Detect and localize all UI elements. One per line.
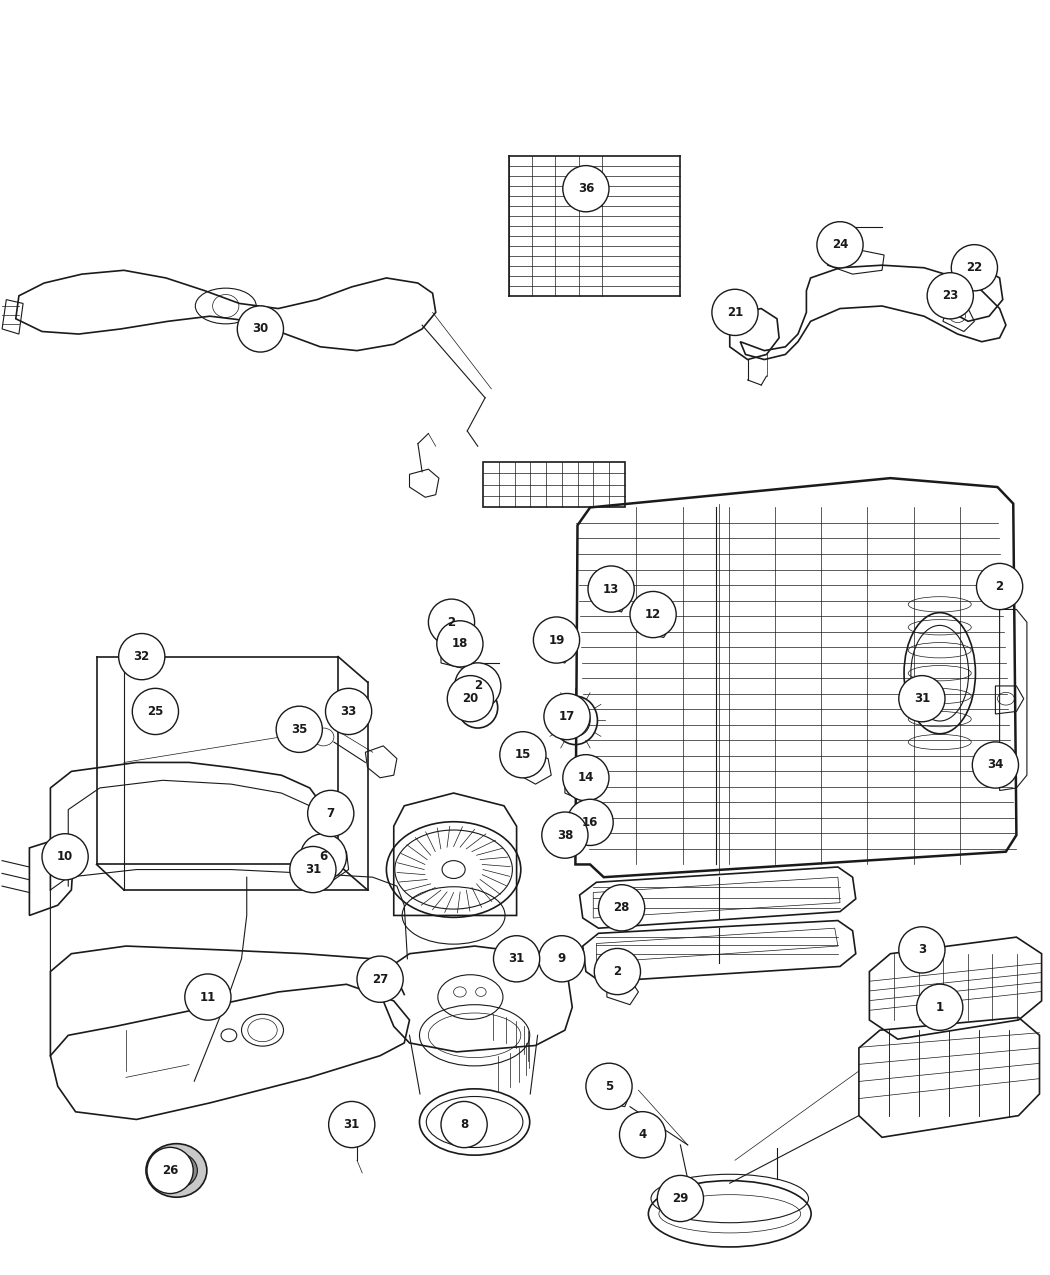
Text: 8: 8 — [460, 1118, 468, 1131]
Circle shape — [500, 732, 546, 778]
Text: 20: 20 — [462, 692, 479, 705]
Circle shape — [598, 885, 645, 931]
Text: 2: 2 — [613, 965, 622, 978]
Text: 2: 2 — [447, 616, 456, 629]
Text: 3: 3 — [918, 944, 926, 956]
Text: 24: 24 — [832, 238, 848, 251]
Text: 11: 11 — [200, 991, 216, 1003]
Circle shape — [132, 688, 179, 734]
Circle shape — [147, 1148, 193, 1193]
Text: 30: 30 — [252, 323, 269, 335]
Text: 16: 16 — [582, 816, 598, 829]
Text: 2: 2 — [474, 680, 482, 692]
Circle shape — [563, 166, 609, 212]
Text: 22: 22 — [966, 261, 983, 274]
Text: 31: 31 — [508, 952, 525, 965]
Circle shape — [899, 676, 945, 722]
Circle shape — [630, 592, 676, 638]
Circle shape — [276, 706, 322, 752]
Circle shape — [542, 812, 588, 858]
Circle shape — [494, 936, 540, 982]
Text: 18: 18 — [452, 638, 468, 650]
Text: 1: 1 — [936, 1001, 944, 1014]
Text: 13: 13 — [603, 583, 620, 595]
Circle shape — [594, 949, 640, 995]
Circle shape — [539, 936, 585, 982]
Text: 32: 32 — [133, 650, 150, 663]
Circle shape — [817, 222, 863, 268]
Ellipse shape — [165, 1160, 188, 1181]
Text: 23: 23 — [942, 289, 959, 302]
Circle shape — [300, 834, 346, 880]
Text: 31: 31 — [343, 1118, 360, 1131]
Circle shape — [972, 742, 1018, 788]
Circle shape — [712, 289, 758, 335]
Circle shape — [455, 663, 501, 709]
Circle shape — [119, 634, 165, 680]
Text: 28: 28 — [613, 901, 630, 914]
Circle shape — [428, 599, 475, 645]
Text: 17: 17 — [559, 710, 575, 723]
Ellipse shape — [146, 1144, 207, 1197]
Text: 12: 12 — [645, 608, 662, 621]
Circle shape — [544, 694, 590, 739]
Circle shape — [620, 1112, 666, 1158]
Circle shape — [326, 688, 372, 734]
Text: 15: 15 — [514, 748, 531, 761]
Circle shape — [927, 273, 973, 319]
Text: 25: 25 — [147, 705, 164, 718]
Circle shape — [185, 974, 231, 1020]
Text: 27: 27 — [372, 973, 388, 986]
Circle shape — [899, 927, 945, 973]
Circle shape — [237, 306, 284, 352]
Circle shape — [533, 617, 580, 663]
Circle shape — [586, 1063, 632, 1109]
Text: 19: 19 — [548, 634, 565, 646]
Text: 33: 33 — [340, 705, 357, 718]
Text: 7: 7 — [327, 807, 335, 820]
Text: 9: 9 — [558, 952, 566, 965]
Text: 34: 34 — [987, 759, 1004, 771]
Circle shape — [329, 1102, 375, 1148]
Circle shape — [563, 755, 609, 801]
Circle shape — [657, 1176, 704, 1221]
Text: 36: 36 — [578, 182, 594, 195]
Circle shape — [951, 245, 998, 291]
Circle shape — [441, 1102, 487, 1148]
Text: 29: 29 — [672, 1192, 689, 1205]
Circle shape — [976, 564, 1023, 609]
Circle shape — [437, 621, 483, 667]
Text: 35: 35 — [291, 723, 308, 736]
Circle shape — [588, 566, 634, 612]
Circle shape — [567, 799, 613, 845]
Text: 38: 38 — [556, 829, 573, 842]
Circle shape — [42, 834, 88, 880]
Text: 6: 6 — [319, 850, 328, 863]
Text: 4: 4 — [638, 1128, 647, 1141]
Circle shape — [447, 676, 494, 722]
Circle shape — [290, 847, 336, 892]
Text: 31: 31 — [304, 863, 321, 876]
Circle shape — [357, 956, 403, 1002]
Text: 10: 10 — [57, 850, 74, 863]
Text: 14: 14 — [578, 771, 594, 784]
Text: 26: 26 — [162, 1164, 178, 1177]
Circle shape — [308, 790, 354, 836]
Text: 5: 5 — [605, 1080, 613, 1093]
Text: 2: 2 — [995, 580, 1004, 593]
Text: 31: 31 — [914, 692, 930, 705]
Text: 21: 21 — [727, 306, 743, 319]
Circle shape — [917, 984, 963, 1030]
Ellipse shape — [155, 1153, 197, 1188]
